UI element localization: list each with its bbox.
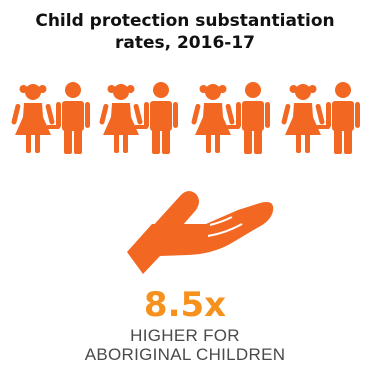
child-pair-2 — [98, 82, 178, 154]
boy-icon — [236, 82, 270, 154]
stat-caption: HIGHER FOR ABORIGINAL CHILDREN — [0, 326, 370, 364]
stat-value: 8.5x — [143, 285, 227, 325]
caption-line-1: HIGHER FOR — [130, 326, 240, 345]
girl-icon — [280, 84, 326, 153]
girl-icon — [10, 84, 56, 153]
caption-line-2: ABORIGINAL CHILDREN — [84, 345, 286, 364]
boy-icon — [144, 82, 178, 154]
title-line-2: rates, 2016-17 — [114, 33, 256, 53]
boy-icon — [326, 82, 360, 154]
child-pair-3 — [190, 82, 270, 154]
child-pair-1 — [10, 82, 90, 154]
infographic-title: Child protection substantiation rates, 2… — [0, 10, 370, 54]
child-pair-4 — [280, 82, 360, 154]
girl-icon — [190, 84, 236, 153]
title-line-1: Child protection substantiation — [35, 11, 335, 31]
children-group-icon — [10, 82, 360, 154]
girl-icon — [98, 84, 144, 153]
boy-icon — [56, 82, 90, 154]
open-hand-icon — [127, 190, 274, 274]
